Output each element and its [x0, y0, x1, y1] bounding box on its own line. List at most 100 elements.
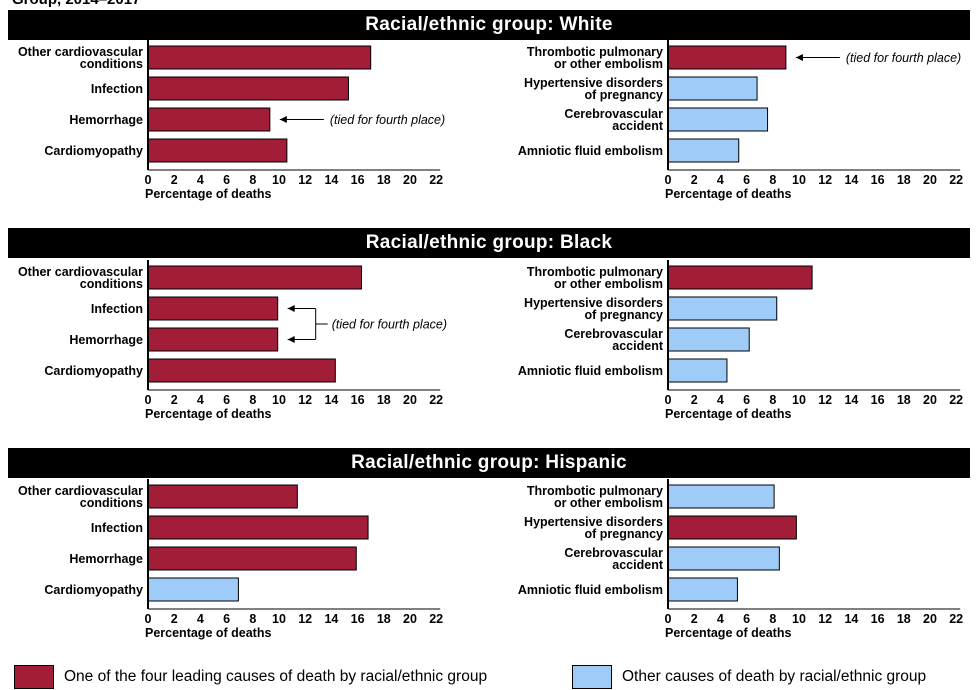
- hispanic-right-tick-label-16: 16: [871, 612, 885, 626]
- white-left-tick-label-18: 18: [377, 173, 391, 187]
- hispanic-left-bar-0: [147, 484, 298, 509]
- black-left-tick-label-18: 18: [377, 393, 391, 407]
- white-right-tick-label-2: 2: [691, 173, 698, 187]
- black-right-tick-label-10: 10: [792, 393, 806, 407]
- black-left-tick-label-10: 10: [272, 393, 286, 407]
- black-left-category-label-1: Infection: [91, 302, 143, 316]
- white-right-bar-3: [667, 138, 740, 163]
- black-right-tick-label-14: 14: [844, 393, 858, 407]
- black-left-tick-label-6: 6: [223, 393, 230, 407]
- white-left-annotation-text: (tied for fourth place): [330, 113, 445, 127]
- hispanic-right-category-label-0: or other embolism: [554, 496, 663, 510]
- black-right-tick-label-0: 0: [665, 393, 672, 407]
- hispanic-left-tick-label-22: 22: [429, 612, 443, 626]
- legend-other: Other causes of death by racial/ethnic g…: [572, 664, 926, 690]
- black-left-tick-label-22: 22: [429, 393, 443, 407]
- white-right-tick-label-20: 20: [923, 173, 937, 187]
- hispanic-right-category-label-3: Amniotic fluid embolism: [518, 583, 663, 597]
- black-left-x-axis-label: Percentage of deaths: [145, 407, 271, 421]
- white-right-bar-2: [667, 107, 769, 132]
- black-right-bar-3: [667, 358, 728, 383]
- hispanic-right-tick-label-22: 22: [949, 612, 963, 626]
- hispanic-left-category-label-0: conditions: [80, 496, 143, 510]
- white-right-tick-label-10: 10: [792, 173, 806, 187]
- hispanic-right-category-label-2: accident: [612, 558, 664, 572]
- hispanic-left-tick-label-20: 20: [403, 612, 417, 626]
- white-left-tick-label-16: 16: [351, 173, 365, 187]
- hispanic-left-tick-label-16: 16: [351, 612, 365, 626]
- white-left-bar-0: [147, 45, 372, 70]
- hispanic-right-tick-label-12: 12: [818, 612, 832, 626]
- black-left-tick-label-14: 14: [324, 393, 338, 407]
- white-right-tick-label-6: 6: [743, 173, 750, 187]
- hispanic-left-category-label-0: Other cardiovascular: [18, 484, 143, 498]
- hispanic-left-tick-label-6: 6: [223, 612, 230, 626]
- white-left-x-axis-label: Percentage of deaths: [145, 187, 271, 201]
- black-left-bar-2: [147, 327, 279, 352]
- white-right-category-label-3: Amniotic fluid embolism: [518, 144, 663, 158]
- hispanic-right-category-label-1: Hypertensive disorders: [524, 515, 663, 529]
- white-right-tick-label-8: 8: [769, 173, 776, 187]
- black-right-x-axis-label: Percentage of deaths: [665, 407, 791, 421]
- hispanic-left-bar-2: [147, 546, 357, 571]
- black-right-tick-label-6: 6: [743, 393, 750, 407]
- banner-hispanic: Racial/ethnic group: Hispanic: [8, 448, 970, 478]
- black-left-annotation-arrowhead-0: [287, 305, 295, 312]
- white-left-tick-label-14: 14: [324, 173, 338, 187]
- black-right-bar-0: [667, 265, 813, 290]
- legend-leading-label: One of the four leading causes of death …: [64, 668, 488, 685]
- hispanic-left-tick-label-18: 18: [377, 612, 391, 626]
- black-right-category-label-1: of pregnancy: [585, 308, 664, 322]
- hispanic-right-tick-label-10: 10: [792, 612, 806, 626]
- white-right-tick-label-14: 14: [844, 173, 858, 187]
- white-left-tick-label-6: 6: [223, 173, 230, 187]
- hispanic-left-bar-1: [147, 515, 369, 540]
- white-left-tick-label-2: 2: [171, 173, 178, 187]
- white-left-tick-label-12: 12: [298, 173, 312, 187]
- hispanic-right-category-label-1: of pregnancy: [585, 527, 664, 541]
- white-left-bar-1: [147, 76, 349, 101]
- hispanic-right-bar-2: [667, 546, 780, 571]
- black-left-tick-label-4: 4: [197, 393, 204, 407]
- hispanic-left-bar-3: [147, 577, 239, 602]
- black-left-category-label-0: Other cardiovascular: [18, 265, 143, 279]
- hispanic-right-tick-label-6: 6: [743, 612, 750, 626]
- hispanic-left-x-axis-label: Percentage of deaths: [145, 626, 271, 640]
- white-right-tick-label-22: 22: [949, 173, 963, 187]
- white-left-category-label-2: Hemorrhage: [69, 113, 143, 127]
- legend-swatch-other: [572, 665, 612, 689]
- black-left-category-label-3: Cardiomyopathy: [44, 364, 143, 378]
- hispanic-left-category-label-2: Hemorrhage: [69, 552, 143, 566]
- black-right-tick-label-22: 22: [949, 393, 963, 407]
- black-left-annotation-arrowhead-1: [287, 336, 295, 343]
- black-left-tick-label-0: 0: [145, 393, 152, 407]
- white-right-category-label-0: or other embolism: [554, 57, 663, 71]
- hispanic-right-category-label-0: Thrombotic pulmonary: [527, 484, 663, 498]
- white-right-bar-1: [667, 76, 758, 101]
- black-right-category-label-3: Amniotic fluid embolism: [518, 364, 663, 378]
- white-left-category-label-0: conditions: [80, 57, 143, 71]
- white-left-bar-2: [147, 107, 271, 132]
- black-right-category-label-2: accident: [612, 339, 664, 353]
- white-right-tick-label-16: 16: [871, 173, 885, 187]
- hispanic-right-category-label-2: Cerebrovascular: [564, 546, 663, 560]
- hispanic-right-bar-3: [667, 577, 738, 602]
- white-right-tick-label-12: 12: [818, 173, 832, 187]
- hispanic-right-tick-label-8: 8: [769, 612, 776, 626]
- white-right-category-label-2: accident: [612, 119, 664, 133]
- white-right-bar-0: [667, 45, 787, 70]
- black-right-tick-label-4: 4: [717, 393, 724, 407]
- white-left-category-label-1: Infection: [91, 82, 143, 96]
- black-right-category-label-0: Thrombotic pulmonary: [527, 265, 663, 279]
- black-right-tick-label-12: 12: [818, 393, 832, 407]
- black-right-tick-label-20: 20: [923, 393, 937, 407]
- black-right-tick-label-18: 18: [897, 393, 911, 407]
- hispanic-right-tick-label-0: 0: [665, 612, 672, 626]
- white-left-annotation-arrowhead: [279, 116, 287, 123]
- hispanic-left-category-label-3: Cardiomyopathy: [44, 583, 143, 597]
- white-right-x-axis-label: Percentage of deaths: [665, 187, 791, 201]
- white-left-category-label-0: Other cardiovascular: [18, 45, 143, 59]
- black-right-tick-label-8: 8: [769, 393, 776, 407]
- hispanic-left-tick-label-0: 0: [145, 612, 152, 626]
- hispanic-left-tick-label-8: 8: [249, 612, 256, 626]
